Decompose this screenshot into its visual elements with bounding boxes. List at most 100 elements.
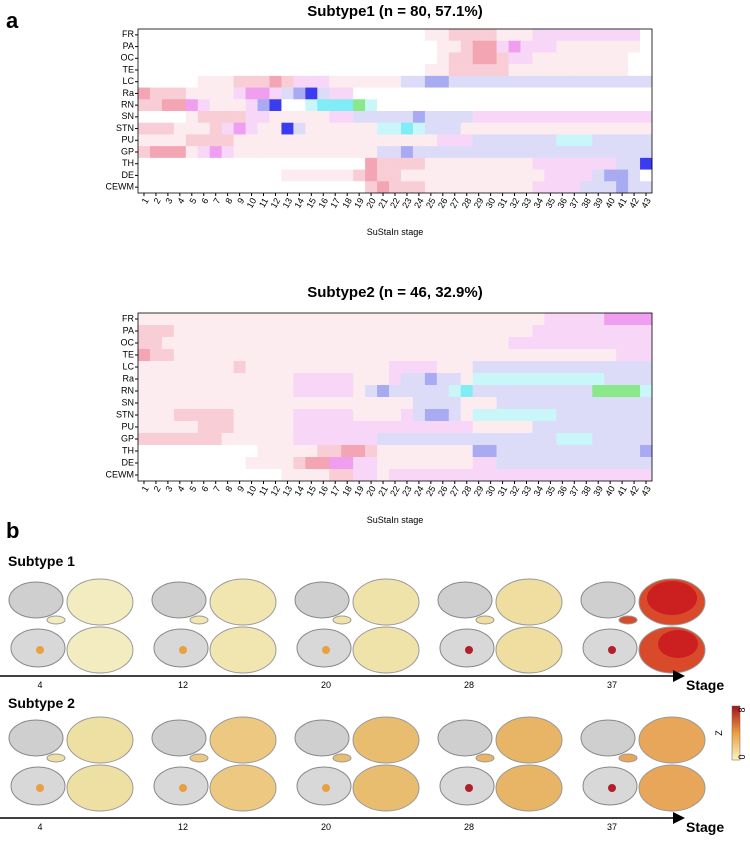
heat-cell <box>317 157 330 170</box>
heat-cell <box>197 457 211 470</box>
heat-cell <box>257 421 270 434</box>
heat-cell <box>389 337 402 350</box>
heat-cell <box>341 29 354 42</box>
brain-lateral-grey <box>294 581 350 619</box>
heat-cell <box>138 52 151 65</box>
heat-cell <box>508 349 521 362</box>
heat-cell <box>209 397 222 410</box>
heat-cell <box>269 52 282 65</box>
stage-label: 4 <box>37 680 42 690</box>
heat-cell <box>197 397 211 410</box>
heat-cell <box>472 146 485 159</box>
heat-cell <box>484 433 497 446</box>
heat-cell <box>448 181 462 194</box>
heat-cell <box>424 421 438 434</box>
heat-cell <box>628 337 641 350</box>
x-tick-label: 30 <box>484 196 498 210</box>
heat-cell <box>233 349 246 362</box>
brain-cerebellum <box>332 615 352 625</box>
heat-cell <box>197 469 211 482</box>
heat-cell <box>412 87 426 100</box>
heat-cell <box>233 122 246 135</box>
heat-cell <box>353 325 366 338</box>
heat-cell <box>568 457 581 470</box>
heat-cell <box>257 313 270 326</box>
heat-cell <box>508 64 521 77</box>
heat-cell <box>233 421 246 434</box>
heat-cell <box>400 122 414 135</box>
heat-cell <box>161 421 175 434</box>
heat-cell <box>209 349 222 362</box>
heat-cell <box>377 325 390 338</box>
heat-cell <box>269 75 282 88</box>
heat-cell <box>556 325 569 338</box>
heat-cell <box>329 337 342 350</box>
brain-lateral2 <box>66 764 134 812</box>
brain-lateral2 <box>352 626 420 674</box>
heat-cell <box>496 134 509 147</box>
heat-cell <box>556 337 569 350</box>
heat-cell <box>257 397 270 410</box>
heat-cell <box>341 397 354 410</box>
heat-cell <box>185 146 199 159</box>
heat-cell <box>293 397 306 410</box>
heat-cell <box>365 99 378 112</box>
stage-label: 37 <box>607 680 617 690</box>
heat-cell <box>281 349 294 362</box>
x-tick-label: 33 <box>520 196 534 210</box>
heat-cell <box>149 433 163 446</box>
heat-cell <box>424 181 438 194</box>
heat-cell <box>305 75 318 88</box>
heat-cell <box>604 469 617 482</box>
brain-lateral2 <box>495 626 563 674</box>
heat-cell <box>257 433 270 446</box>
heat-cell <box>221 313 234 326</box>
heat-cell <box>377 349 390 362</box>
heat-cell <box>173 313 187 326</box>
heat-cell <box>484 87 497 100</box>
heat-cell <box>592 373 605 386</box>
heat-cell <box>592 122 605 135</box>
heat-cell <box>305 385 318 398</box>
heat-cell <box>185 52 199 65</box>
heat-cell <box>305 99 318 112</box>
heat-cell <box>532 64 545 77</box>
heat-cell <box>484 421 497 434</box>
heat-cell <box>544 146 557 159</box>
heat-cell <box>329 457 342 470</box>
heat-cell <box>233 40 246 53</box>
heat-cell <box>209 373 222 386</box>
heat-cell <box>604 409 617 422</box>
heat-cell <box>149 409 163 422</box>
heat-cell <box>365 64 378 77</box>
heat-cell <box>377 373 390 386</box>
heat-cell <box>592 29 605 42</box>
heat-cell <box>149 385 163 398</box>
x-tick-label: 2 <box>152 196 163 205</box>
heat-cell <box>508 385 521 398</box>
heat-cell <box>448 40 462 53</box>
heat-cell <box>460 29 473 42</box>
heat-cell <box>221 385 234 398</box>
heat-cell <box>161 122 175 135</box>
heat-cell <box>532 469 545 482</box>
heat-cell <box>353 29 366 42</box>
heat-cell <box>353 337 366 350</box>
heat-cell <box>257 122 270 135</box>
heat-cell <box>209 40 222 53</box>
heat-cell <box>400 169 414 182</box>
heat-cell <box>412 134 426 147</box>
heat-cell <box>616 373 629 386</box>
heat-cell <box>293 385 306 398</box>
heat-cell <box>329 181 342 194</box>
x-tick-label: 25 <box>424 484 438 498</box>
heat-cell <box>353 361 366 374</box>
heat-cell <box>341 52 354 65</box>
heat-cell <box>221 349 234 362</box>
heat-cell <box>161 99 175 112</box>
heat-cell <box>269 64 282 77</box>
heat-cell <box>365 134 378 147</box>
heat-cell <box>484 409 497 422</box>
row-label: PU <box>121 421 134 431</box>
heat-cell <box>568 469 581 482</box>
